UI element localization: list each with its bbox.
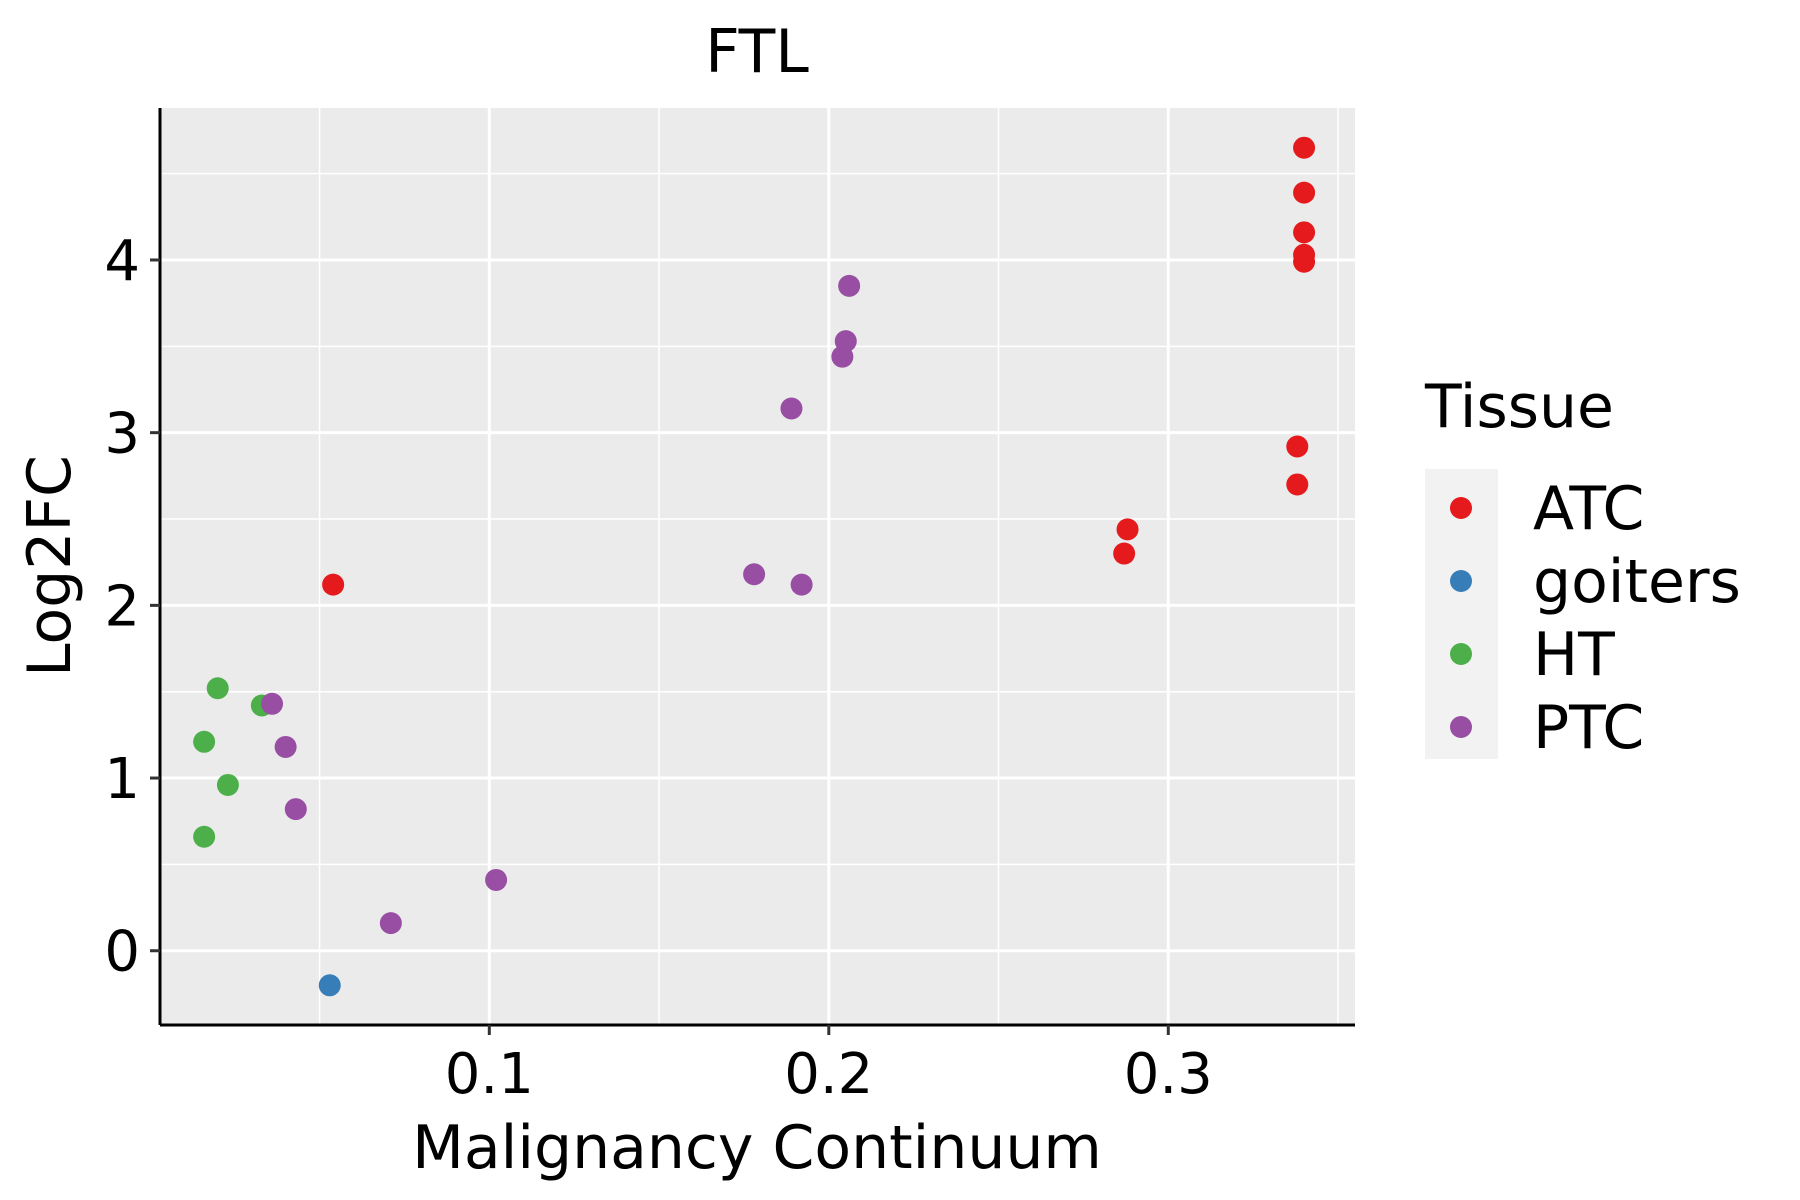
point-ptc [780,397,803,420]
legend-label-ht: HT [1533,620,1615,690]
point-ptc [743,563,766,586]
legend-key-ht [1450,643,1472,665]
x-axis-title: Malignancy Continuum [412,1113,1102,1183]
y-tick-label: 4 [104,229,140,294]
point-atc [322,573,345,596]
chart-title: FTL [705,17,809,87]
legend-key-atc [1450,497,1472,519]
data-points [193,136,1316,997]
point-ptc [379,912,402,935]
x-tick-label: 0.3 [1124,1042,1213,1107]
point-ptc [790,573,813,596]
point-atc [1293,243,1316,266]
y-tick-label: 0 [104,920,140,985]
x-tick-label: 0.2 [784,1042,873,1107]
point-ptc [274,735,297,758]
point-atc [1286,435,1309,458]
point-atc [1286,473,1309,496]
point-ptc [485,868,508,891]
legend-label-goiters: goiters [1533,547,1741,617]
x-tick-label: 0.1 [445,1042,534,1107]
legend-key-ptc [1450,716,1472,738]
legend-label-ptc: PTC [1533,693,1644,763]
legend-title: Tissue [1424,372,1614,442]
point-goiters [318,974,341,997]
point-atc [1293,221,1316,244]
point-ht [193,730,216,753]
point-ptc [834,330,857,353]
point-ht [193,825,216,848]
x-axis-ticks: 0.1 0.2 0.3 [445,1025,1213,1107]
point-ptc [838,274,861,297]
y-tick-label: 1 [104,747,140,812]
legend-label-atc: ATC [1533,474,1644,544]
y-axis-title: Log2FC [15,455,85,677]
legend-key-goiters [1450,570,1472,592]
point-ptc [284,798,307,821]
y-axis-ticks: 0 1 2 3 4 [104,229,160,985]
y-tick-label: 3 [104,402,140,467]
point-atc [1293,181,1316,204]
point-ht [216,773,239,796]
y-tick-label: 2 [104,574,140,639]
point-ptc [261,692,284,715]
point-atc [1116,518,1139,541]
point-ht [206,677,229,700]
point-atc [1113,542,1136,565]
point-atc [1293,136,1316,159]
